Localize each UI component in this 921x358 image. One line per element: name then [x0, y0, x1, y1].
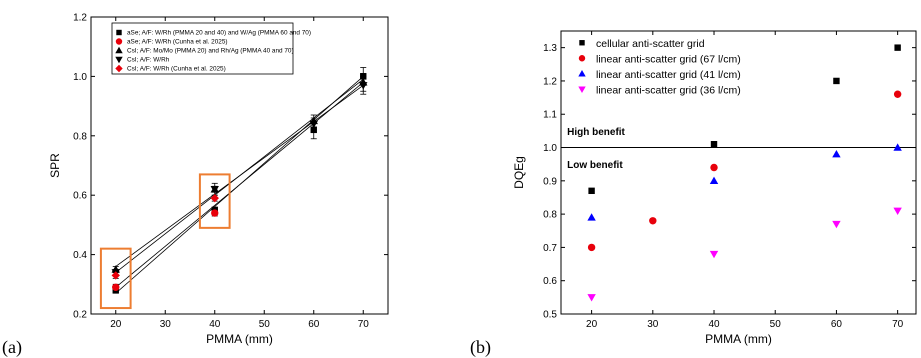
- legend-marker: [115, 64, 123, 73]
- y-tick-label: 1.0: [543, 143, 557, 154]
- legend-label: linear anti-scatter grid (41 l/cm): [596, 69, 741, 81]
- legend-marker: [578, 70, 586, 77]
- data-point: [832, 220, 841, 229]
- x-tick-label: 40: [209, 319, 221, 330]
- highlight-box: [198, 173, 231, 229]
- data-point: [309, 120, 318, 129]
- x-tick-label: 20: [110, 319, 122, 330]
- data-point: [893, 207, 902, 215]
- x-tick-label: 30: [647, 319, 659, 330]
- legend-frame: [111, 22, 294, 75]
- data-point: [709, 176, 719, 185]
- data-point: [112, 283, 120, 291]
- y-tick-label: 0.8: [73, 131, 87, 142]
- legend-label: aSe; A/F: W/Rh (PMMA 20 and 40) and W/Ag…: [127, 30, 311, 37]
- data-point: [359, 82, 368, 90]
- data-point: [587, 294, 596, 302]
- data-point: [709, 250, 719, 259]
- y-tick-label: 1.0: [73, 72, 87, 83]
- fit-line: [115, 82, 364, 288]
- y-tick-label: 1.1: [543, 110, 557, 121]
- data-point: [649, 217, 657, 225]
- data-point: [893, 90, 902, 98]
- legend-marker: [115, 38, 123, 45]
- legend-marker: [578, 55, 586, 62]
- x-tick-label: 60: [308, 319, 320, 330]
- legend-label: CsI; A/F: W/Rh: [127, 57, 170, 64]
- legend-label: cellular anti-scatter grid: [596, 38, 705, 50]
- legend-label: CsI; A/F: W/Rh (Cunha et al. 2025): [127, 66, 226, 73]
- data-point: [833, 77, 840, 85]
- y-tick-label: 0.4: [73, 250, 87, 261]
- data-point: [111, 271, 120, 280]
- x-tick-label: 50: [770, 319, 782, 330]
- data-point: [587, 213, 596, 221]
- y-axis-label: SPR: [48, 153, 62, 178]
- data-point: [894, 44, 901, 51]
- x-tick-label: 40: [708, 319, 720, 330]
- y-tick-label: 0.9: [543, 176, 557, 187]
- data-point: [710, 141, 718, 148]
- x-axis-label: PMMA (mm): [705, 332, 772, 346]
- y-tick-label: 0.7: [543, 243, 557, 254]
- data-point: [893, 143, 902, 151]
- x-tick-label: 50: [259, 319, 271, 330]
- x-tick-label: 60: [831, 319, 843, 330]
- panel-label-a: (a): [2, 337, 22, 358]
- y-tick-label: 1.2: [73, 13, 87, 24]
- annotation-label: High benefit: [567, 127, 625, 138]
- plot-frame: [560, 30, 917, 315]
- y-tick-label: 0.6: [543, 276, 557, 287]
- x-tick-label: 70: [358, 319, 370, 330]
- legend-label: CsI; A/F: Mo/Mo (PMMA 20) and Rh/Ag (PMM…: [127, 48, 294, 55]
- panel-label-b: (b): [470, 337, 491, 358]
- y-tick-label: 0.8: [543, 210, 557, 221]
- data-point: [710, 163, 718, 172]
- data-point: [832, 149, 841, 158]
- x-tick-label: 30: [160, 319, 172, 330]
- x-tick-label: 20: [586, 319, 598, 330]
- chart-b-dqeg: 20 30 40 50 60 70 0.5 0.6 0.7 0.8 0.9 1.0 1.1 1.2 1.3 P…: [512, 30, 917, 346]
- legend-marker: [115, 56, 123, 64]
- legend-marker: [579, 40, 585, 46]
- y-axis-label: DQEg: [512, 156, 526, 189]
- data-point: [211, 209, 219, 217]
- chart-a-spr: 20 30 40 50 60 70 0.2 0.4 0.6 0.8 1.0 1.2 PMMA (mm) S…: [48, 13, 389, 346]
- x-axis-label: PMMA (mm): [206, 332, 273, 346]
- annotation-label: Low benefit: [567, 160, 623, 171]
- y-tick-label: 1.2: [543, 76, 557, 87]
- legend-label: linear anti-scatter grid (36 l/cm): [596, 85, 741, 97]
- fit-line: [115, 84, 364, 267]
- data-point: [587, 243, 596, 252]
- data-point: [210, 193, 219, 203]
- legend-label: aSe; A/F: W/Rh (Cunha et al. 2025): [127, 39, 228, 46]
- legend-marker: [578, 86, 586, 93]
- data-point: [588, 187, 595, 195]
- plot-frame: [90, 16, 389, 315]
- highlight-box: [99, 247, 132, 310]
- data-point: [210, 186, 219, 194]
- legend-marker: [116, 29, 122, 36]
- y-tick-label: 0.5: [543, 310, 557, 321]
- legend-label: linear anti-scatter grid (67 l/cm): [596, 54, 741, 66]
- x-tick-label: 70: [892, 319, 904, 330]
- y-tick-label: 0.2: [73, 310, 87, 321]
- y-tick-label: 1.3: [543, 43, 557, 54]
- y-tick-label: 0.6: [73, 191, 87, 202]
- legend-marker: [115, 46, 123, 54]
